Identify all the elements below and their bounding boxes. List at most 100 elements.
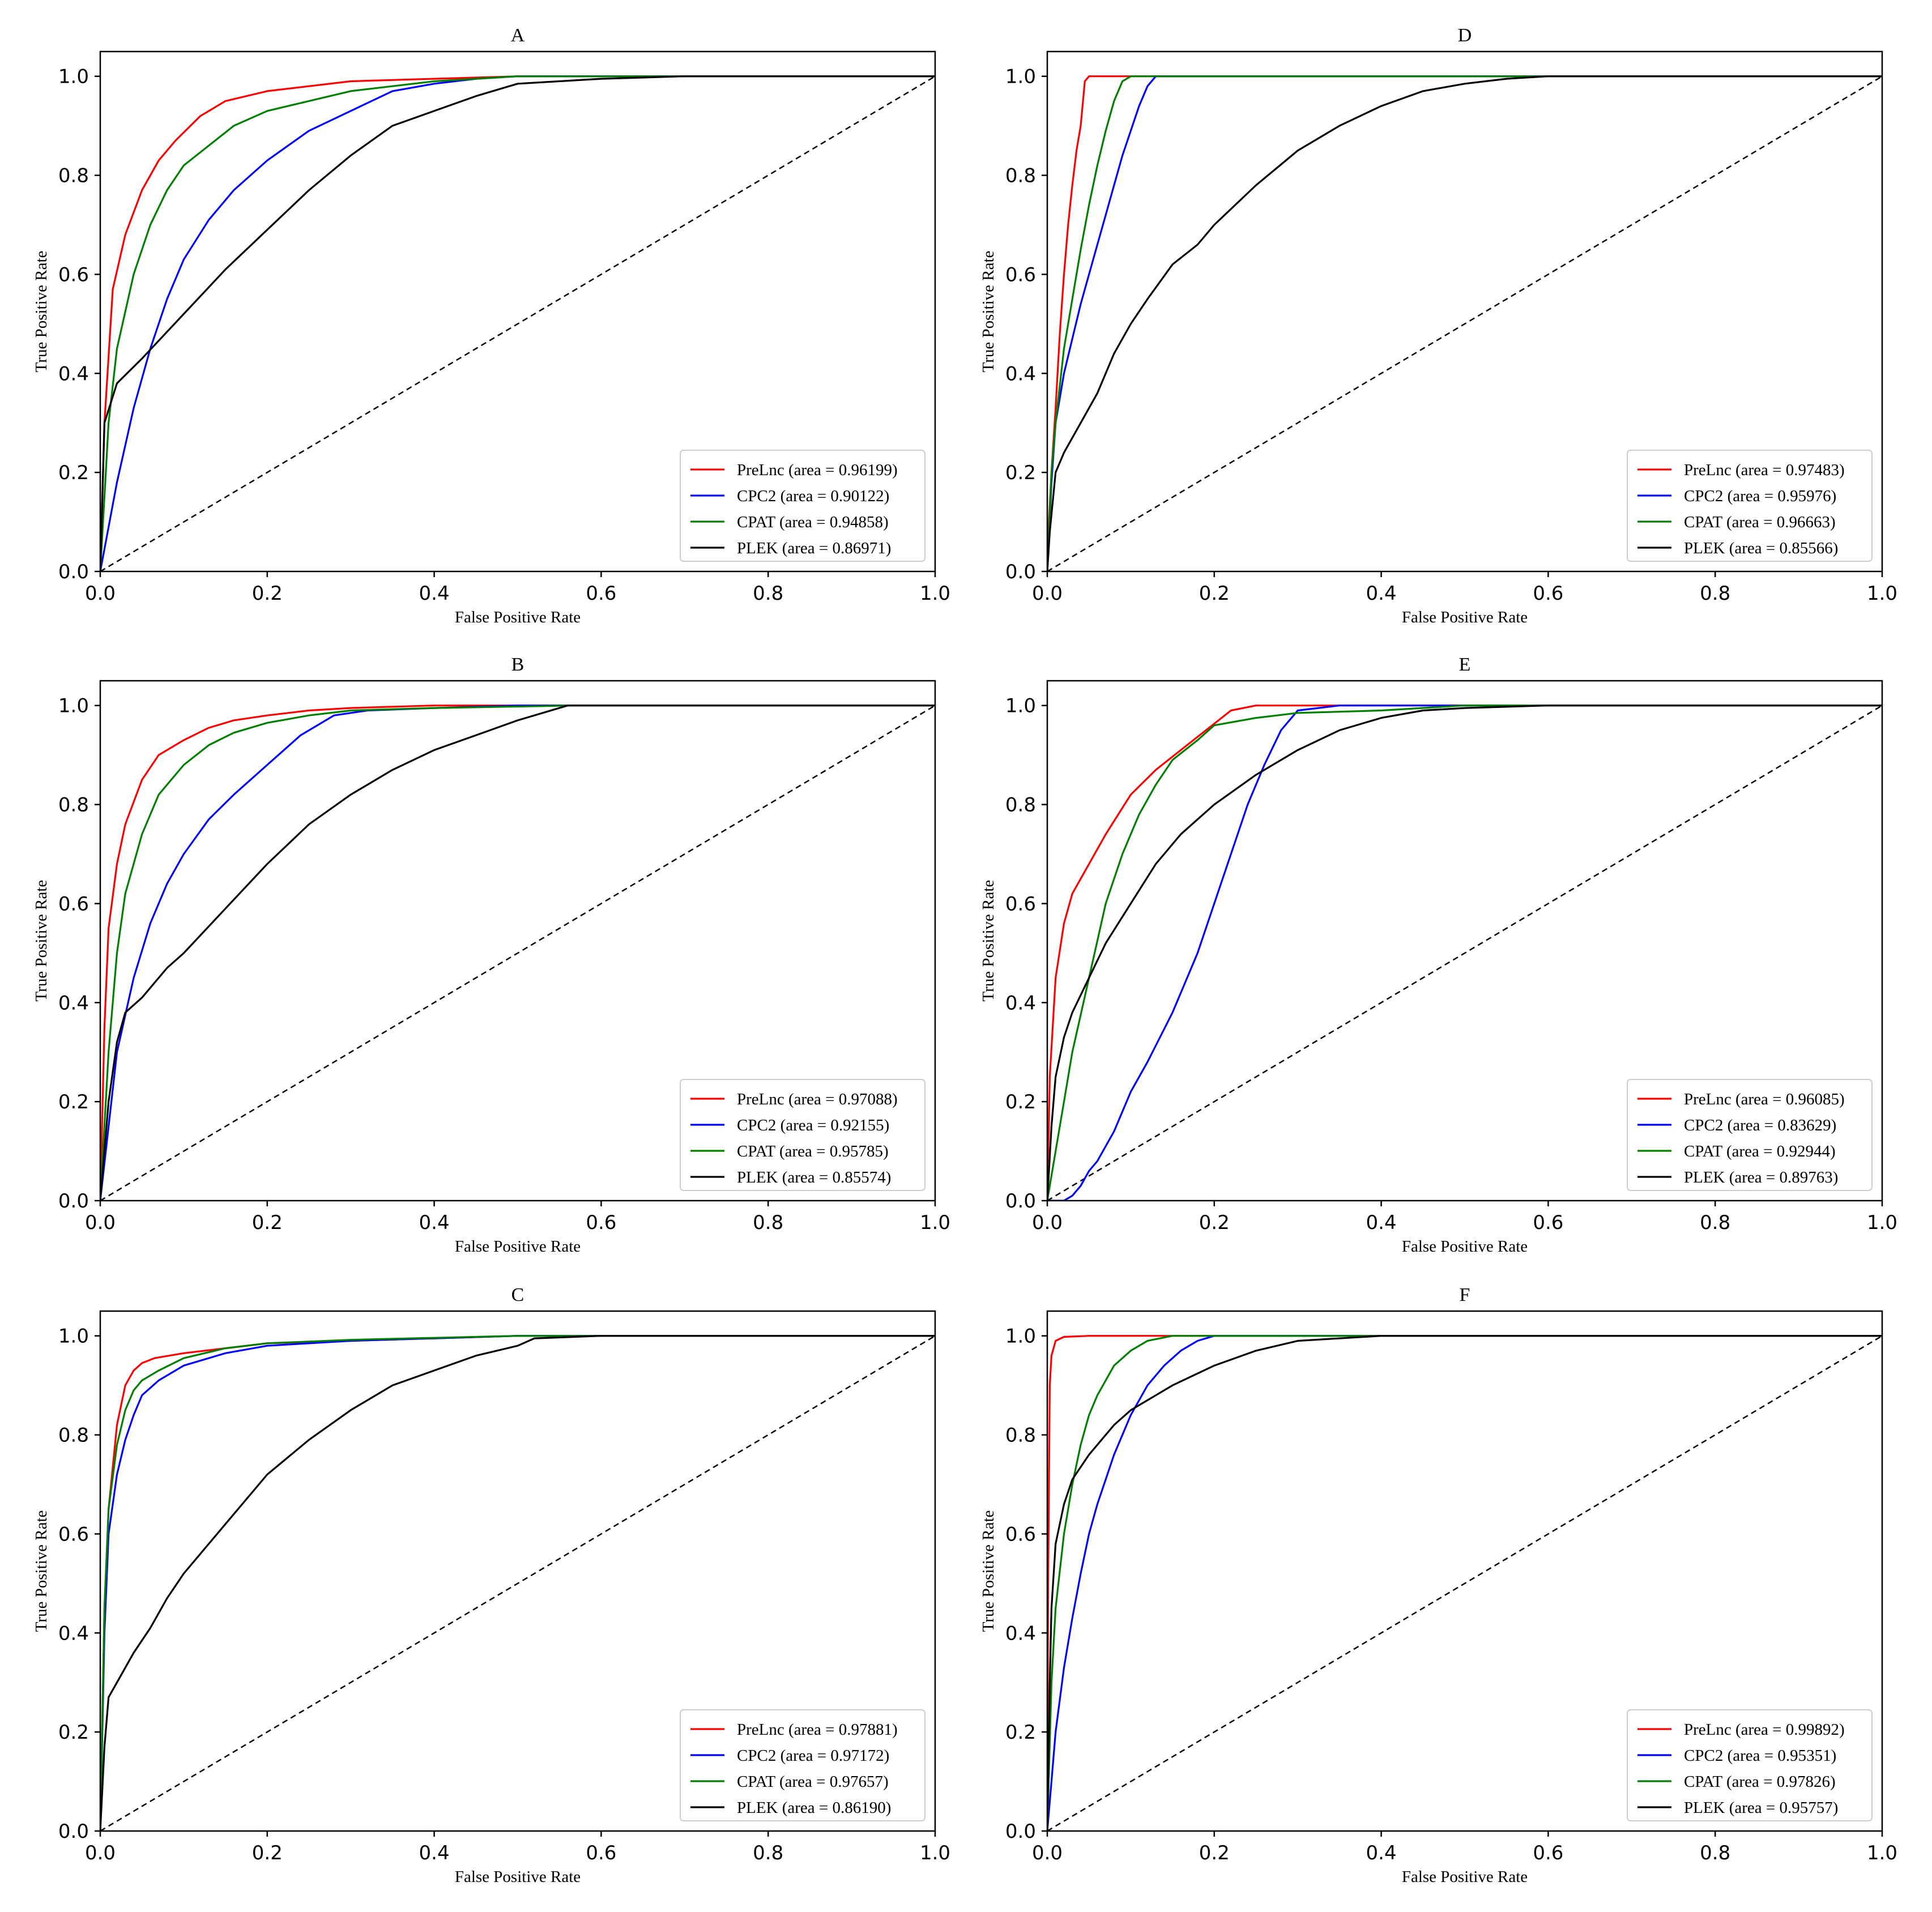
chart-panel-c: C 0.0 0.2 0.4 0.6 0.8 1.0 0.0 0.2 0.4 0.6 0.8 1.0 Fal…: [32, 1284, 950, 1886]
legend-entry-cpat: CPAT (area = 0.94858): [737, 513, 889, 531]
x-tick-label: 0.6: [1533, 1842, 1563, 1864]
y-tick-label: 0.6: [1005, 893, 1036, 915]
x-tick-label: 0.4: [1366, 582, 1397, 605]
legend-entry-cpat: CPAT (area = 0.97657): [737, 1773, 889, 1791]
legend-entry-cpc2: CPC2 (area = 0.90122): [737, 487, 889, 505]
y-axis-label: True Positive Rate: [32, 1510, 50, 1632]
x-axis-label: False Positive Rate: [1402, 1868, 1528, 1886]
legend-box: [1627, 450, 1873, 562]
y-tick-label: 0.8: [1005, 165, 1036, 187]
x-tick-label: 0.4: [419, 1211, 450, 1234]
panel-title: B: [511, 654, 524, 675]
legend: PreLnc (area = 0.97881) CPC2 (area = 0.97…: [680, 1709, 926, 1821]
y-tick-label: 0.0: [58, 561, 89, 583]
x-tick-label: 0.2: [1199, 582, 1230, 605]
y-tick-label: 0.4: [1005, 1622, 1036, 1645]
y-axis-label: True Positive Rate: [979, 880, 997, 1002]
y-tick-label: 0.4: [58, 362, 89, 385]
legend-entry-plek: PLEK (area = 0.85566): [1684, 539, 1838, 557]
x-axis-label: False Positive Rate: [455, 1237, 581, 1256]
chart-panel-d: D 0.0 0.2 0.4 0.6 0.8 1.0 0.0 0.2 0.4 0.6 0.8 1.0 Fal…: [979, 25, 1897, 626]
roc-curve-plek: [1047, 75, 1882, 571]
roc-curve-cpc2: [1047, 1335, 1882, 1831]
plot-frame: [99, 1310, 936, 1832]
y-tick-label: 0.4: [1005, 992, 1036, 1014]
y-tick-label: 0.2: [58, 1091, 89, 1113]
x-axis-label: False Positive Rate: [1402, 1237, 1528, 1256]
y-tick-label: 1.0: [58, 66, 89, 88]
x-tick-label: 0.8: [753, 1842, 783, 1864]
legend-entry-cpc2: CPC2 (area = 0.95976): [1684, 487, 1836, 505]
legend-entry-cpat: CPAT (area = 0.97826): [1684, 1773, 1836, 1791]
legend-entry-prelnc: PreLnc (area = 0.96085): [1684, 1090, 1845, 1108]
roc-curves: [100, 75, 935, 571]
x-tick-label: 1.0: [920, 582, 950, 605]
x-tick-label: 0.2: [1199, 1842, 1230, 1864]
x-tick-label: 1.0: [1867, 1211, 1897, 1234]
x-tick-label: 0.8: [753, 582, 783, 605]
legend-entry-plek: PLEK (area = 0.89763): [1684, 1168, 1838, 1187]
chance-line: [100, 75, 936, 573]
roc-curve-plek: [100, 75, 935, 571]
legend-box: [680, 450, 926, 562]
legend-entry-cpc2: CPC2 (area = 0.97172): [737, 1747, 889, 1765]
x-tick-label: 0.2: [252, 1842, 283, 1864]
y-axis-label: True Positive Rate: [979, 251, 997, 373]
plot-frame: [1046, 50, 1883, 573]
legend-box: [1627, 1709, 1873, 1821]
y-tick-label: 1.0: [58, 695, 89, 718]
y-tick-label: 0.8: [1005, 794, 1036, 817]
legend-box: [680, 1079, 926, 1191]
y-tick-label: 0.0: [1005, 1190, 1036, 1213]
roc-curve-prelnc: [1047, 1335, 1882, 1831]
roc-curve-plek: [1047, 705, 1882, 1201]
legend-entry-cpc2: CPC2 (area = 0.83629): [1684, 1116, 1836, 1134]
panels: A 0.0 0.2 0.4 0.6 0.8 1.0 0.0 0.2 0.4 0.6 0.8 1.0 Fal…: [32, 25, 1897, 1886]
chart-panel-f: F 0.0 0.2 0.4 0.6 0.8 1.0 0.0 0.2 0.4 0.6 0.8 1.0 Fal…: [979, 1284, 1897, 1886]
x-tick-label: 0.0: [1032, 582, 1063, 605]
y-tick-label: 0.2: [1005, 462, 1036, 484]
y-tick-label: 0.2: [1005, 1091, 1036, 1113]
legend: PreLnc (area = 0.99892) CPC2 (area = 0.95…: [1627, 1709, 1873, 1821]
y-tick-label: 0.6: [1005, 1523, 1036, 1546]
legend-entry-prelnc: PreLnc (area = 0.97881): [737, 1721, 898, 1739]
x-axis-label: False Positive Rate: [1402, 608, 1528, 626]
legend-entry-cpc2: CPC2 (area = 0.92155): [737, 1116, 889, 1134]
roc-curves: [1047, 705, 1882, 1201]
x-tick-label: 0.6: [586, 582, 616, 605]
roc-curve-cpat: [100, 705, 935, 1201]
legend-entry-prelnc: PreLnc (area = 0.97483): [1684, 461, 1845, 479]
legend: PreLnc (area = 0.96085) CPC2 (area = 0.83…: [1627, 1079, 1873, 1191]
x-tick-label: 0.0: [85, 1842, 116, 1864]
y-tick-label: 0.2: [58, 1721, 89, 1744]
roc-curve-prelnc: [100, 705, 935, 1201]
y-tick-label: 0.6: [58, 263, 89, 286]
x-tick-label: 0.8: [1700, 582, 1730, 605]
y-tick-label: 0.8: [58, 794, 89, 817]
y-tick-label: 0.4: [58, 992, 89, 1014]
y-tick-label: 0.8: [58, 1424, 89, 1447]
panel-title: A: [511, 25, 525, 46]
x-tick-label: 0.8: [753, 1211, 783, 1234]
legend-entry-prelnc: PreLnc (area = 0.97088): [737, 1090, 898, 1108]
y-tick-label: 0.8: [58, 165, 89, 187]
legend-entry-cpat: CPAT (area = 0.96663): [1684, 513, 1836, 531]
x-tick-label: 0.4: [419, 582, 450, 605]
y-axis-label: True Positive Rate: [32, 880, 50, 1002]
y-tick-label: 0.6: [58, 1523, 89, 1546]
y-axis-label: True Positive Rate: [32, 251, 50, 373]
legend: PreLnc (area = 0.96199) CPC2 (area = 0.90…: [680, 450, 926, 562]
legend-entry-prelnc: PreLnc (area = 0.96199): [737, 461, 898, 479]
x-tick-label: 1.0: [920, 1211, 950, 1234]
legend-entry-cpat: CPAT (area = 0.92944): [1684, 1142, 1836, 1160]
chance-line: [100, 1335, 936, 1832]
x-axis-label: False Positive Rate: [455, 608, 581, 626]
y-tick-label: 0.0: [1005, 1820, 1036, 1843]
legend-entry-cpc2: CPC2 (area = 0.95351): [1684, 1747, 1836, 1765]
y-tick-label: 0.0: [58, 1820, 89, 1843]
y-tick-label: 0.6: [1005, 263, 1036, 286]
x-tick-label: 0.6: [586, 1211, 616, 1234]
legend-box: [1627, 1079, 1873, 1191]
panel-title: C: [511, 1284, 524, 1305]
x-tick-label: 0.0: [85, 1211, 116, 1234]
